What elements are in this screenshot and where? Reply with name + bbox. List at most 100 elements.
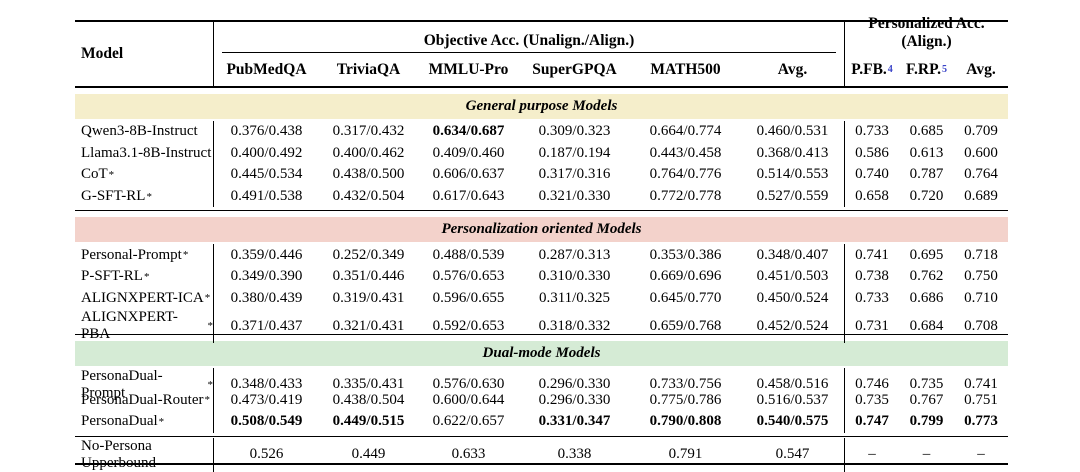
value-cell: 0.438/0.504 bbox=[332, 391, 405, 408]
value-cell: 0.252/0.349 bbox=[332, 246, 405, 263]
value-cell: 0.772/0.778 bbox=[649, 188, 722, 205]
value-cell: 0.751 bbox=[964, 391, 998, 408]
value-cell: 0.450/0.524 bbox=[756, 289, 829, 306]
column-header-frp-label: F.RP. bbox=[905, 60, 942, 78]
column-group-personalized: Personalized Acc. (Align.) bbox=[844, 15, 1008, 53]
value-cell: 0.576/0.630 bbox=[432, 376, 505, 393]
value-cell: 0.762 bbox=[909, 268, 944, 285]
section-rows-personalization: Personal-Prompt * 0.359/0.446 0.252/0.349 0.… bbox=[75, 242, 1008, 344]
value-cell: 0.733 bbox=[844, 287, 899, 310]
value-cell: 0.592/0.653 bbox=[432, 317, 505, 334]
column-header-model: Model bbox=[81, 45, 124, 62]
model-cell: PersonaDual-Prompt * bbox=[81, 367, 213, 401]
value-cell: 0.438/0.500 bbox=[332, 166, 405, 183]
value-cell: 0.634/0.687 bbox=[432, 123, 505, 140]
value-cell: 0.376/0.438 bbox=[213, 121, 319, 143]
value-cell: 0.733/0.756 bbox=[649, 376, 722, 393]
value-cell: 0.368/0.413 bbox=[756, 144, 829, 161]
value-cell: 0.735 bbox=[844, 389, 899, 411]
value-cell: 0.296/0.330 bbox=[538, 376, 611, 393]
value-cell: 0.689 bbox=[964, 188, 998, 205]
value-cell: – bbox=[977, 446, 985, 463]
value-cell: 0.527/0.559 bbox=[756, 188, 829, 205]
value-cell: 0.491/0.538 bbox=[213, 185, 319, 208]
value-cell: 0.764 bbox=[964, 166, 998, 183]
value-cell: 0.600/0.644 bbox=[432, 391, 505, 408]
column-header-supergpqa: SuperGPQA bbox=[532, 60, 617, 78]
value-cell: 0.311/0.325 bbox=[538, 289, 611, 306]
model-cell: Qwen3-8B-Instruct bbox=[75, 121, 213, 143]
model-name: P-SFT-RL bbox=[81, 268, 143, 285]
value-cell: 0.733 bbox=[844, 121, 899, 143]
column-header-pfb: P.FB. 4 bbox=[844, 53, 899, 86]
value-cell: 0.710 bbox=[964, 289, 998, 306]
value-cell: 0.787 bbox=[909, 166, 944, 183]
value-cell: 0.622/0.657 bbox=[432, 413, 505, 430]
model-cell: Llama3.1-8B-Instruct bbox=[75, 143, 213, 165]
value-cell: 0.686 bbox=[909, 289, 944, 306]
value-cell: 0.400/0.492 bbox=[213, 142, 319, 165]
value-cell: 0.310/0.330 bbox=[538, 268, 611, 285]
value-cell: 0.764/0.776 bbox=[649, 166, 722, 183]
value-cell: 0.773 bbox=[964, 413, 998, 430]
section-band-personalization: Personalization oriented Models bbox=[75, 217, 1008, 243]
table-row: G-SFT-RL * 0.491/0.538 0.432/0.504 0.617/0.6… bbox=[75, 185, 1008, 208]
model-name: Personal-Prompt bbox=[81, 246, 182, 263]
cmidrule-objective bbox=[222, 52, 836, 53]
column-header-objective-avg: Avg. bbox=[777, 60, 808, 78]
value-cell: 0.488/0.539 bbox=[432, 246, 505, 263]
value-cell: 0.750 bbox=[964, 268, 998, 285]
model-cell: PersonaDual * bbox=[81, 413, 165, 430]
value-cell: 0.526 bbox=[213, 437, 319, 472]
column-group-objective: Objective Acc. (Unalign./Align.) bbox=[213, 22, 844, 53]
table-row: Llama3.1-8B-Instruct 0.400/0.492 0.400/0.4… bbox=[75, 142, 1008, 165]
value-cell: 0.799 bbox=[909, 413, 944, 430]
model-cell: CoT * bbox=[81, 166, 115, 183]
section-band-general-purpose: General purpose Models bbox=[75, 94, 1008, 119]
model-cell: ALIGNXPERT-PBA * bbox=[81, 309, 213, 343]
value-cell: 0.317/0.432 bbox=[332, 123, 405, 140]
value-cell: 0.709 bbox=[964, 123, 998, 140]
value-cell: 0.318/0.332 bbox=[538, 317, 611, 334]
value-cell: 0.319/0.431 bbox=[332, 289, 405, 306]
section-rows-general-purpose: Qwen3-8B-Instruct 0.376/0.438 0.317/0.432 0… bbox=[75, 119, 1008, 212]
value-cell: 0.400/0.462 bbox=[332, 144, 405, 161]
value-cell: 0.335/0.431 bbox=[332, 376, 405, 393]
value-cell: 0.309/0.323 bbox=[538, 123, 611, 140]
model-name: PersonaDual-Router bbox=[81, 391, 204, 408]
value-cell: 0.338 bbox=[557, 446, 592, 463]
value-cell: 0.695 bbox=[909, 246, 944, 263]
value-cell: 0.669/0.696 bbox=[649, 268, 722, 285]
value-cell: 0.633 bbox=[451, 446, 486, 463]
model-cell: Personal-Prompt * bbox=[81, 246, 189, 263]
value-cell: 0.718 bbox=[964, 246, 998, 263]
column-header-pubmedqa: PubMedQA bbox=[213, 53, 319, 86]
model-name: ALIGNXPERT-ICA bbox=[81, 289, 204, 306]
value-cell: 0.596/0.655 bbox=[432, 289, 505, 306]
model-name: PersonaDual-Prompt bbox=[81, 367, 163, 401]
value-cell: 0.738 bbox=[844, 265, 899, 288]
value-cell: 0.617/0.643 bbox=[432, 188, 505, 205]
value-cell: 0.645/0.770 bbox=[649, 289, 722, 306]
model-name: G-SFT-RL bbox=[81, 188, 146, 205]
section-band-dual-mode: Dual-mode Models bbox=[75, 340, 1008, 366]
value-cell: 0.409/0.460 bbox=[432, 144, 505, 161]
value-cell: 0.720 bbox=[909, 188, 944, 205]
value-cell: 0.353/0.386 bbox=[649, 246, 722, 263]
value-cell: 0.348/0.433 bbox=[213, 367, 319, 402]
value-cell: 0.287/0.313 bbox=[538, 246, 611, 263]
model-name: PersonaDual bbox=[81, 413, 158, 430]
value-cell: 0.540/0.575 bbox=[756, 413, 829, 430]
value-cell: 0.451/0.503 bbox=[756, 268, 829, 285]
column-group-objective-label: Objective Acc. (Unalign./Align.) bbox=[423, 32, 635, 49]
value-cell: 0.449/0.515 bbox=[332, 413, 405, 430]
value-cell: 0.380/0.439 bbox=[213, 287, 319, 310]
value-cell: 0.514/0.553 bbox=[756, 166, 829, 183]
column-header-mmlu-pro: MMLU-Pro bbox=[428, 60, 509, 78]
value-cell: 0.606/0.637 bbox=[432, 166, 505, 183]
value-cell: 0.349/0.390 bbox=[213, 265, 319, 288]
section-rows-dual-mode: PersonaDual-Prompt * 0.348/0.433 0.335/0.43… bbox=[75, 366, 1008, 437]
table-row: CoT * 0.445/0.534 0.438/0.500 0.606/0.637 0.3… bbox=[75, 164, 1008, 186]
value-cell: 0.443/0.458 bbox=[649, 144, 722, 161]
value-cell: 0.790/0.808 bbox=[649, 413, 722, 430]
